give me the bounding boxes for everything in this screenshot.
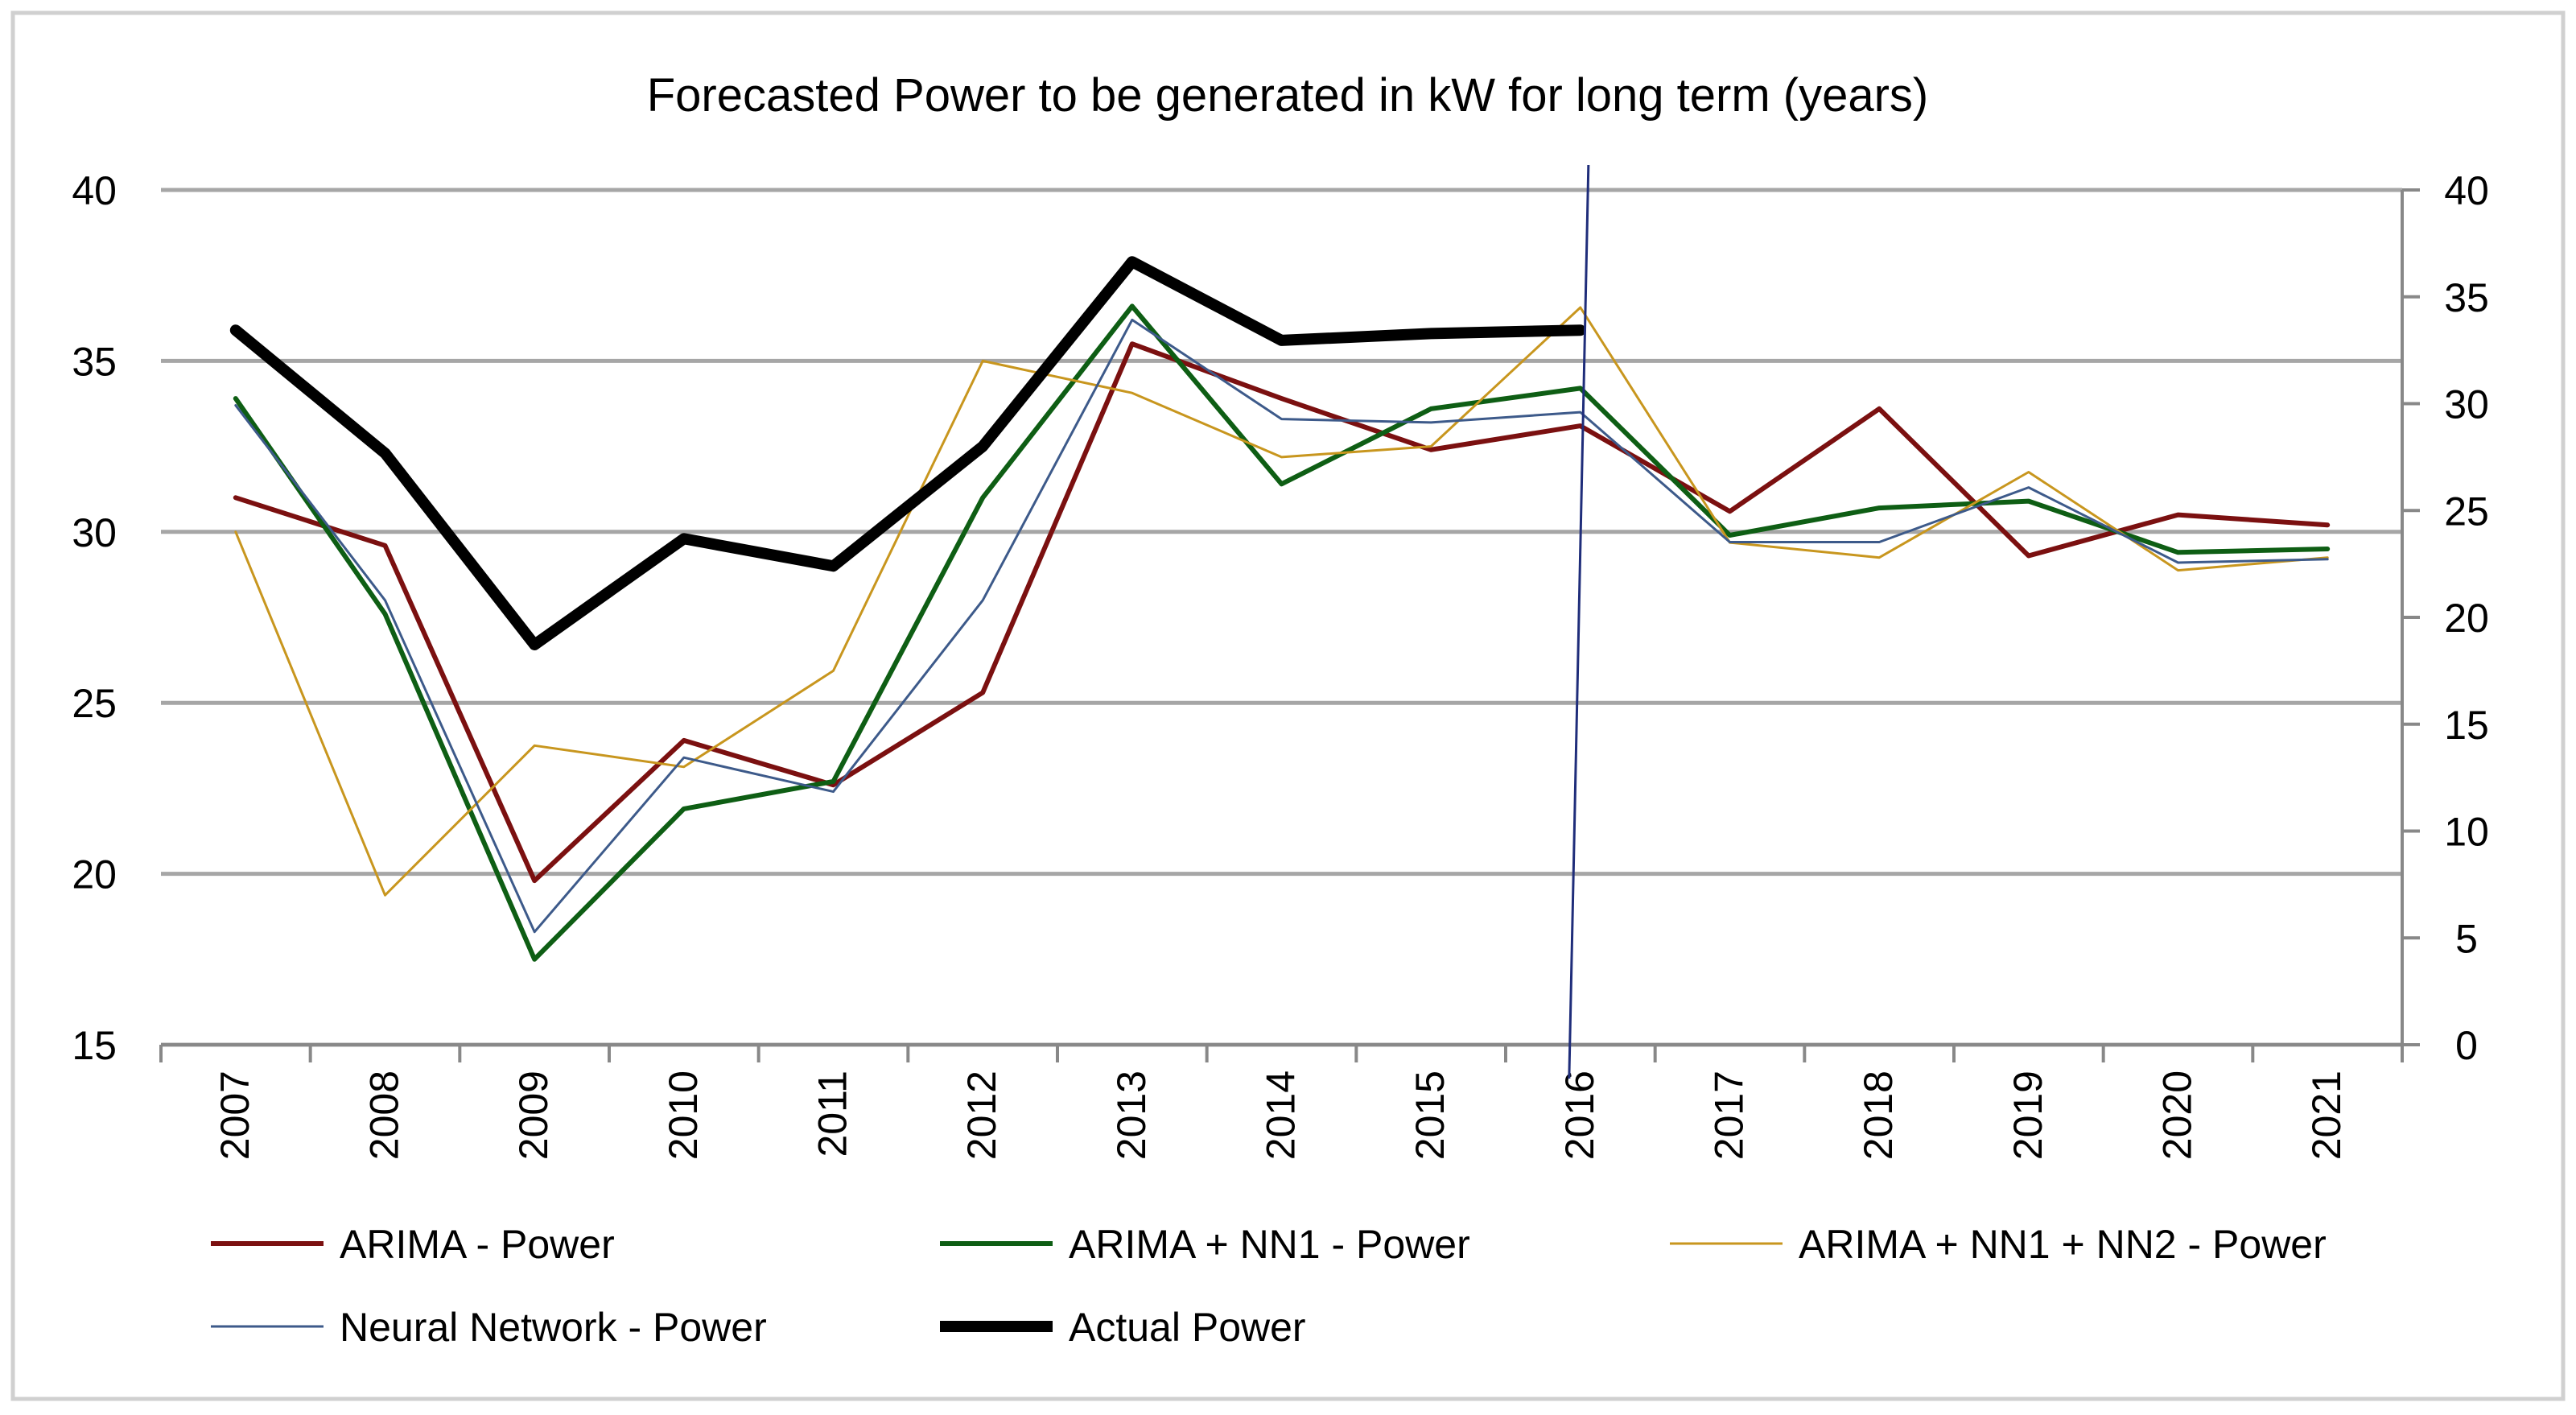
chart-border	[10, 10, 2566, 1401]
legend: ARIMA - Power ARIMA + NN1 - Power ARIMA + …	[211, 1222, 2327, 1350]
y-right-tick-label: 35	[2444, 275, 2489, 320]
y-right-tick-label: 30	[2444, 382, 2489, 427]
x-tick-label: 2019	[2005, 1071, 2050, 1160]
y-left-tick-label: 25	[72, 681, 117, 726]
x-tick-label: 2007	[212, 1071, 258, 1160]
x-tick-label: 2013	[1109, 1071, 1154, 1160]
y-right-tick-label: 15	[2444, 703, 2489, 748]
y-left-tick-label: 35	[72, 339, 117, 384]
chart-title: Forecasted Power to be generated in kW f…	[647, 69, 1928, 122]
series-line-arima-nn1-power	[233, 303, 2331, 962]
legend-label: Actual Power	[1069, 1305, 1306, 1350]
legend-label: Neural Network - Power	[340, 1305, 767, 1350]
x-tick-label: 2010	[661, 1071, 706, 1160]
x-tick-label: 2016	[1557, 1071, 1602, 1160]
legend-label: ARIMA - Power	[340, 1222, 615, 1267]
x-tick-label: 2009	[511, 1071, 556, 1160]
y-left-tick-label: 40	[72, 168, 117, 213]
forecast-divider	[1568, 164, 1590, 1079]
y-left-tick-label: 30	[72, 510, 117, 555]
x-tick-label: 2020	[2155, 1071, 2200, 1160]
y-right-tick-label: 25	[2444, 489, 2489, 534]
series-lines	[229, 256, 2331, 962]
y-left-tick-label: 20	[72, 852, 117, 897]
y-right-tick-label: 20	[2444, 596, 2489, 641]
x-tick-label: 2015	[1408, 1071, 1453, 1160]
legend-label: ARIMA + NN1 - Power	[1069, 1222, 1470, 1267]
x-tick-label: 2017	[1707, 1071, 1752, 1160]
forecast-divider-line	[1568, 164, 1590, 1079]
y-right-tick-label: 0	[2455, 1023, 2478, 1068]
series-line-neural-network-power	[234, 318, 2329, 934]
y-right-tick-label: 5	[2455, 916, 2478, 961]
series-line-arima-nn1-nn2-power	[234, 306, 2329, 897]
x-tick-label: 2014	[1259, 1071, 1304, 1160]
x-tick-label: 2018	[1856, 1071, 1901, 1160]
series-line-actual-power	[229, 256, 1586, 650]
x-tick-label: 2012	[959, 1071, 1004, 1160]
x-tick-label: 2011	[810, 1071, 855, 1157]
y-right-tick-label: 40	[2444, 168, 2489, 213]
y-right-tick-label: 10	[2444, 810, 2489, 855]
legend-label: ARIMA + NN1 + NN2 - Power	[1799, 1222, 2327, 1267]
y-left-tick-label: 15	[72, 1023, 117, 1068]
x-tick-label: 2021	[2304, 1071, 2349, 1160]
x-tick-label: 2008	[362, 1071, 407, 1160]
